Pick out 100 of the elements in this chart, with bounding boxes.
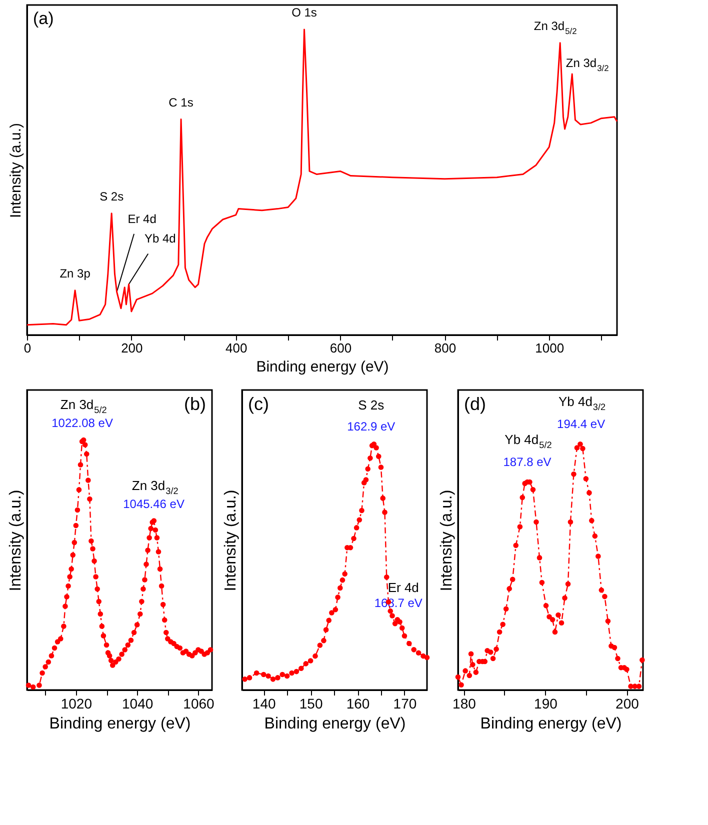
y-axis-title: Intensity (a.u.) [438, 490, 456, 592]
point [530, 486, 536, 492]
point [411, 647, 416, 652]
point [574, 445, 580, 450]
point [552, 629, 558, 635]
point [317, 642, 323, 648]
annotation: Er 4d [388, 580, 419, 596]
point [416, 650, 422, 656]
annotation: O 1s [292, 5, 317, 20]
point [488, 649, 494, 655]
text: (b) [184, 394, 206, 414]
point [571, 471, 576, 477]
annotation: 162.9 eV [347, 420, 396, 434]
x-axis-title: Binding energy (eV) [264, 716, 406, 732]
point [596, 554, 601, 559]
x-tick-label: 0 [24, 340, 32, 356]
point [351, 536, 356, 542]
point [624, 666, 630, 672]
point [513, 542, 519, 548]
x-axis-title: Binding energy (eV) [480, 716, 622, 732]
point [546, 614, 552, 620]
point [266, 673, 271, 679]
point [556, 612, 561, 618]
point [500, 622, 506, 627]
point [517, 524, 523, 530]
point [503, 606, 509, 612]
point [246, 675, 252, 680]
point [376, 454, 382, 460]
point [298, 666, 304, 671]
point [399, 625, 405, 631]
point [506, 586, 512, 592]
point [424, 654, 430, 660]
point [363, 477, 369, 482]
point [473, 670, 479, 675]
point [356, 517, 362, 522]
point [335, 594, 340, 600]
point [458, 682, 464, 688]
x-tick-label: 170 [393, 696, 417, 712]
point [280, 672, 286, 678]
point [260, 672, 266, 678]
x-tick-label: 190 [534, 696, 558, 712]
point [390, 613, 395, 618]
x-tick-label: 1000 [535, 340, 564, 356]
point [321, 638, 326, 644]
point [378, 464, 384, 470]
point [382, 510, 388, 515]
point [380, 496, 386, 501]
point [605, 618, 611, 624]
annotation: C 1s [168, 95, 194, 110]
point [580, 446, 586, 452]
point [598, 588, 604, 593]
point [323, 627, 329, 632]
point [466, 672, 472, 678]
annotation: Yb 4d [144, 232, 176, 246]
point [392, 620, 398, 626]
point [294, 668, 300, 674]
point [406, 640, 412, 646]
annotation: 1022.08 eV [52, 416, 113, 430]
point [534, 519, 539, 525]
point [455, 674, 461, 680]
point [254, 670, 260, 676]
annotation: S 2s [100, 189, 124, 204]
x-tick-label: 800 [434, 340, 456, 356]
point [242, 676, 248, 682]
point [462, 668, 468, 674]
annotation: Er 4d [128, 212, 156, 226]
point [312, 653, 318, 659]
point [468, 651, 474, 656]
x-tick-label: 150 [299, 696, 323, 712]
point [359, 508, 364, 514]
point [636, 684, 642, 689]
point [565, 581, 571, 587]
point [592, 533, 598, 539]
x-tick-label: 1020 [60, 696, 92, 712]
point [354, 525, 360, 530]
point [289, 670, 294, 676]
point [284, 673, 290, 679]
point [337, 585, 343, 591]
point [397, 619, 402, 625]
point [374, 445, 379, 450]
annotation: 187.8 eV [503, 454, 552, 469]
x-tick-label: 400 [226, 340, 248, 356]
point [589, 518, 594, 524]
point [586, 490, 592, 496]
x-axis-title: Binding energy (eV) [256, 358, 389, 376]
point [270, 676, 276, 682]
annotation: 1045.46 eV [123, 496, 184, 511]
x-axis-title: Binding energy (eV) [49, 716, 191, 732]
point [275, 675, 280, 680]
point [342, 571, 348, 577]
x-tick-label: 200 [616, 696, 640, 712]
text: (a) [33, 9, 54, 28]
point [612, 644, 618, 650]
point [329, 610, 334, 616]
point [332, 606, 338, 612]
point [520, 494, 526, 500]
text: (c) [248, 394, 269, 414]
point [402, 633, 408, 639]
point [583, 476, 589, 482]
point [550, 617, 556, 622]
